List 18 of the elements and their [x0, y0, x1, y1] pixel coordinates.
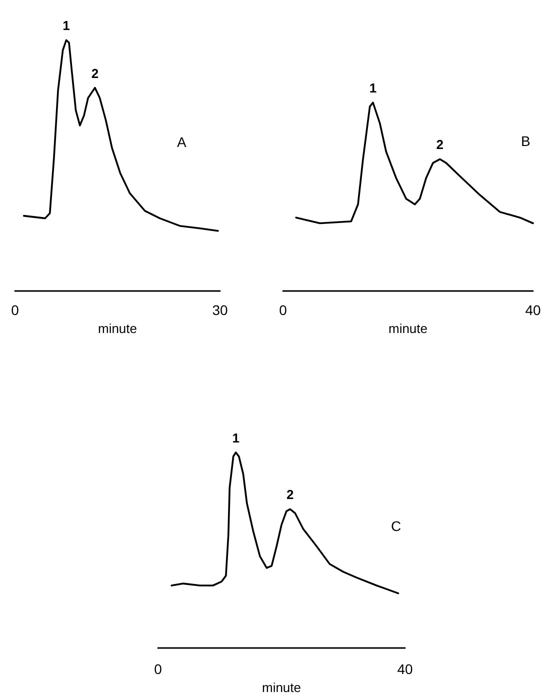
x-tick-label: 40	[525, 302, 541, 318]
x-tick-label: 0	[279, 302, 288, 318]
annotation: 1	[232, 430, 240, 446]
x-tick-label: 30	[212, 302, 228, 318]
x-tick-label: 40	[397, 661, 413, 678]
annotation: C	[391, 518, 402, 534]
x-tick-label: 0	[11, 302, 20, 318]
annotation: 1	[369, 80, 377, 96]
annotation: A	[177, 134, 187, 150]
annotation: 2	[91, 66, 99, 81]
annotation: B	[521, 133, 530, 149]
annotation: 1	[62, 18, 70, 34]
annotation: 2	[286, 487, 294, 502]
x-axis-title: minute	[262, 680, 302, 695]
x-axis-title: minute	[98, 321, 138, 336]
annotation: 2	[436, 137, 444, 152]
x-tick-label: 0	[154, 661, 162, 678]
x-axis-title: minute	[388, 321, 428, 336]
